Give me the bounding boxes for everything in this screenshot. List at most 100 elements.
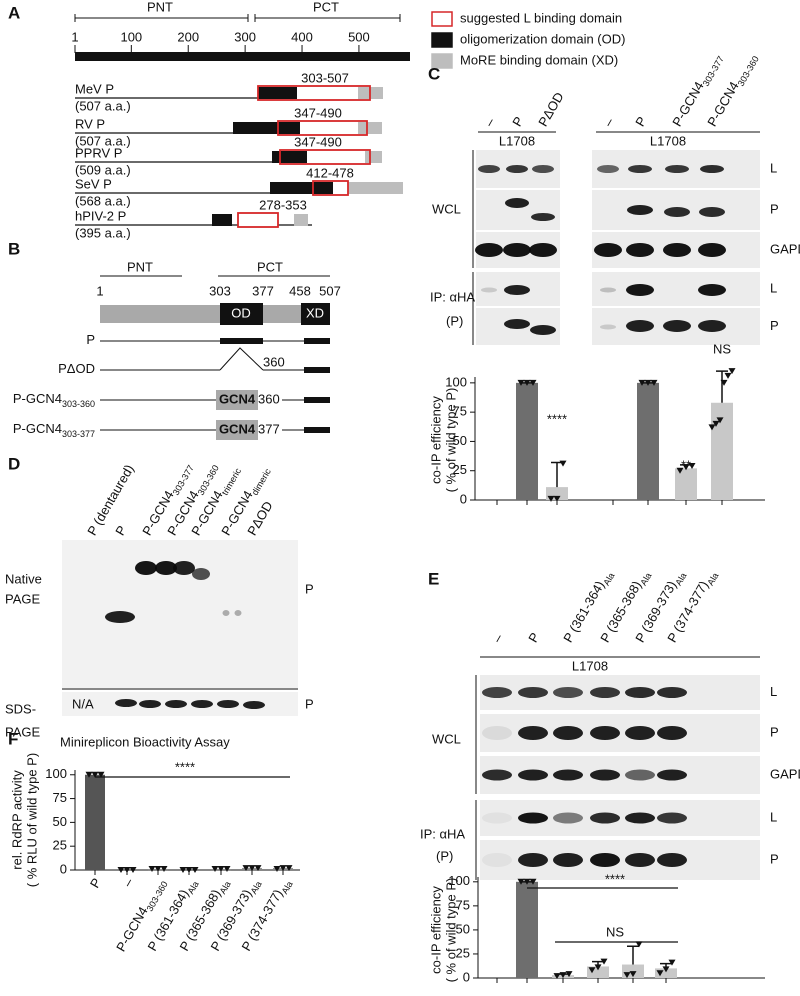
data-point bbox=[682, 464, 690, 471]
data-point bbox=[211, 866, 219, 873]
construct-name-text: P-GCN4 bbox=[13, 391, 62, 406]
data-point bbox=[517, 379, 525, 386]
construct-end: 360 bbox=[258, 391, 280, 406]
blot-band bbox=[503, 243, 531, 257]
blot-band bbox=[530, 325, 556, 335]
bar bbox=[85, 774, 105, 870]
row-label: P bbox=[770, 201, 779, 216]
region-label: 347-490 bbox=[294, 105, 342, 120]
protein-name: RV P bbox=[75, 116, 105, 131]
construct-end: 377 bbox=[258, 421, 280, 436]
blot-band bbox=[625, 726, 655, 740]
data-point bbox=[553, 495, 561, 502]
blot-band bbox=[217, 700, 239, 708]
data-point bbox=[716, 417, 724, 424]
data-point bbox=[242, 865, 250, 872]
blot-band bbox=[553, 812, 583, 824]
y-axis-label: co-IP efficiency bbox=[428, 396, 443, 484]
y-tick-label: 25 bbox=[453, 462, 467, 477]
blot-band bbox=[504, 285, 530, 295]
blot-band bbox=[518, 687, 548, 698]
blot-band bbox=[553, 687, 583, 698]
row-label: L bbox=[770, 684, 777, 699]
legend-swatch bbox=[431, 53, 453, 69]
annotation: **** bbox=[175, 759, 195, 774]
protein-length: (507 a.a.) bbox=[75, 133, 131, 148]
blot-band bbox=[657, 687, 687, 698]
gcn4-box bbox=[216, 420, 258, 440]
annotation: NS bbox=[606, 924, 624, 939]
blot-band bbox=[135, 561, 157, 575]
data-point bbox=[553, 973, 561, 980]
gel-label: Native bbox=[5, 571, 42, 586]
domain-label: PNT bbox=[147, 0, 173, 14]
blot-band bbox=[590, 812, 620, 824]
protein-length: (507 a.a.) bbox=[75, 98, 131, 113]
xd-domain bbox=[348, 182, 403, 194]
deletion bbox=[219, 347, 264, 371]
data-point bbox=[523, 878, 531, 885]
blot-band bbox=[518, 769, 548, 781]
region-label: 278-353 bbox=[259, 197, 307, 212]
box-label: OD bbox=[231, 305, 251, 320]
y-tick-label: 0 bbox=[463, 969, 470, 984]
scale-tick-label: 400 bbox=[291, 29, 313, 44]
blot-band bbox=[506, 165, 528, 173]
blot-band bbox=[482, 853, 512, 867]
blot-band bbox=[590, 726, 620, 740]
data-point bbox=[600, 958, 608, 965]
data-point bbox=[547, 495, 555, 502]
blot-band bbox=[518, 726, 548, 740]
construct-name-text: P bbox=[86, 332, 95, 347]
blot-band bbox=[590, 687, 620, 698]
data-point bbox=[85, 771, 93, 778]
od-segment bbox=[220, 338, 263, 344]
gel-label: PAGE bbox=[5, 591, 40, 606]
position-label: 1 bbox=[96, 283, 103, 298]
protein-name: SeV P bbox=[75, 176, 112, 191]
construct-name: PΔOD bbox=[58, 361, 95, 376]
blot-band bbox=[590, 769, 620, 781]
gcn4-box bbox=[216, 390, 258, 410]
data-point bbox=[273, 866, 281, 873]
cell-line: L1708 bbox=[572, 658, 608, 673]
xd-segment bbox=[304, 397, 330, 403]
data-point bbox=[123, 867, 131, 873]
data-point bbox=[91, 771, 99, 778]
bar bbox=[675, 468, 697, 500]
data-point bbox=[635, 941, 643, 948]
protein-bar bbox=[100, 305, 330, 323]
bar bbox=[711, 402, 733, 500]
position-label: 458 bbox=[289, 283, 311, 298]
data-point bbox=[688, 463, 696, 470]
construct-subscript: 303-377 bbox=[62, 429, 95, 439]
panel-label: D bbox=[8, 454, 20, 473]
blot-band bbox=[553, 726, 583, 740]
box-label: XD bbox=[306, 305, 324, 320]
data-point bbox=[285, 865, 293, 872]
panel-label: E bbox=[428, 569, 439, 588]
blot-band bbox=[482, 687, 512, 698]
construct-name-text: PΔOD bbox=[58, 361, 95, 376]
od-domain bbox=[233, 122, 300, 134]
data-point bbox=[638, 379, 646, 386]
data-point bbox=[623, 972, 631, 979]
data-point bbox=[529, 379, 537, 386]
region-label: 412-478 bbox=[306, 165, 354, 180]
y-axis-label: ( % of wild type P) bbox=[443, 878, 458, 983]
error-bar bbox=[716, 370, 728, 403]
blot-band bbox=[657, 726, 687, 740]
binding-domain bbox=[279, 149, 371, 165]
blot-band bbox=[665, 165, 689, 173]
data-point bbox=[559, 972, 567, 979]
protein-name: hPIV-2 P bbox=[75, 208, 126, 223]
xd-segment bbox=[304, 338, 330, 344]
legend-swatch bbox=[431, 11, 453, 27]
bar bbox=[516, 382, 538, 500]
data-point bbox=[662, 966, 670, 973]
data-point bbox=[254, 865, 262, 872]
data-point bbox=[179, 867, 187, 873]
xd-domain bbox=[358, 122, 382, 134]
group-label: IP: αHA bbox=[430, 289, 475, 304]
